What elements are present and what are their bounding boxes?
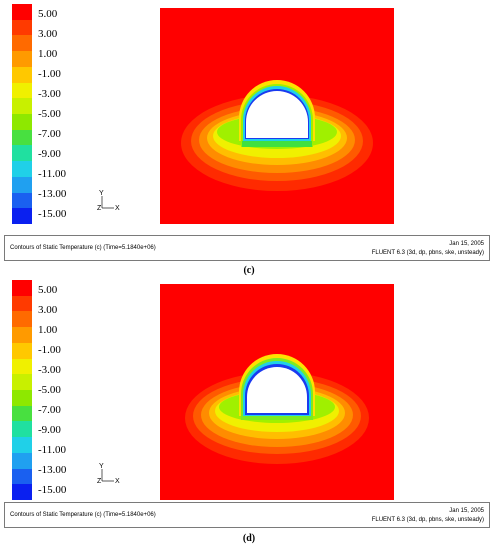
colorbar-tick-label: -5.00 xyxy=(38,384,61,396)
colorbar-swatch xyxy=(12,82,32,99)
panel-caption: (c) xyxy=(243,265,255,276)
colorbar-tick-label: 1.00 xyxy=(38,324,58,336)
axes-triad: Y Z X xyxy=(94,463,124,487)
colorbar-tick-label: 3.00 xyxy=(38,304,58,316)
colorbar-swatch xyxy=(12,405,32,422)
colorbar-swatch xyxy=(12,295,32,312)
axis-x-label: X xyxy=(115,478,120,485)
colorbar-swatch xyxy=(12,19,32,36)
colorbar-swatch xyxy=(12,114,32,131)
colorbar-swatch xyxy=(12,4,32,21)
colorbar-tick-label: 5.00 xyxy=(38,8,58,20)
colorbar-tick-label: -1.00 xyxy=(38,68,61,80)
temperature-colorbar xyxy=(12,280,32,501)
colorbar-swatch xyxy=(12,468,32,485)
colorbar-swatch xyxy=(12,452,32,470)
axis-y-label: Y xyxy=(99,190,104,197)
axis-x-label: X xyxy=(115,205,120,212)
colorbar-tick-label: -3.00 xyxy=(38,364,61,376)
temperature-contour-plot xyxy=(160,8,394,224)
panel-caption: (d) xyxy=(242,533,256,544)
colorbar-swatch xyxy=(12,327,32,344)
colorbar-tick-label: -1.00 xyxy=(38,344,61,356)
colorbar-swatch xyxy=(12,161,32,178)
colorbar-swatch xyxy=(12,484,32,501)
colorbar-tick-label: -15.00 xyxy=(38,208,67,220)
footer-solver: FLUENT 6.3 (3d, dp, pbns, ske, unsteady) xyxy=(371,250,484,256)
footer-solver: FLUENT 6.3 (3d, dp, pbns, ske, unsteady) xyxy=(371,517,484,523)
axes-triad: Y Z X xyxy=(94,190,124,214)
colorbar-swatch xyxy=(12,98,32,115)
colorbar-swatch xyxy=(12,51,32,68)
colorbar-swatch xyxy=(12,342,32,360)
colorbar-tick-label: -11.00 xyxy=(38,444,67,456)
colorbar-tick-label: 3.00 xyxy=(38,28,58,40)
colorbar-swatch xyxy=(12,35,32,52)
plot-footer: Contours of Static Temperature (c) (Time… xyxy=(4,235,490,261)
colorbar-swatch xyxy=(12,145,32,162)
colorbar-tick-label: 1.00 xyxy=(38,48,58,60)
colorbar-tick-label: -13.00 xyxy=(38,464,67,476)
footer-title: Contours of Static Temperature (c) (Time… xyxy=(10,512,156,518)
colorbar-swatch xyxy=(12,374,32,391)
colorbar-swatch xyxy=(12,129,32,146)
colorbar-tick-label: 5.00 xyxy=(38,284,58,296)
colorbar-tick-label: -3.00 xyxy=(38,88,61,100)
colorbar-swatch xyxy=(12,176,32,194)
axis-z-label: Z xyxy=(97,205,102,212)
colorbar-swatch xyxy=(12,66,32,84)
footer-title: Contours of Static Temperature (c) (Time… xyxy=(10,245,156,251)
plot-footer: Contours of Static Temperature (c) (Time… xyxy=(4,502,490,528)
footer-date: Jan 15, 2005 xyxy=(449,241,484,247)
colorbar-tick-label: -13.00 xyxy=(38,188,67,200)
colorbar-swatch xyxy=(12,280,32,297)
colorbar-tick-label: -7.00 xyxy=(38,128,61,140)
colorbar-swatch xyxy=(12,358,32,375)
footer-date: Jan 15, 2005 xyxy=(449,508,484,514)
temperature-colorbar xyxy=(12,4,32,225)
colorbar-tick-label: -11.00 xyxy=(38,168,67,180)
colorbar-swatch xyxy=(12,390,32,407)
colorbar-tick-label: -9.00 xyxy=(38,424,61,436)
colorbar-swatch xyxy=(12,311,32,328)
axis-y-label: Y xyxy=(99,463,104,470)
colorbar-swatch xyxy=(12,192,32,209)
colorbar-tick-label: -7.00 xyxy=(38,404,61,416)
colorbar-tick-label: -5.00 xyxy=(38,108,61,120)
colorbar-tick-label: -15.00 xyxy=(38,484,67,496)
colorbar-swatch xyxy=(12,437,32,454)
colorbar-swatch xyxy=(12,208,32,225)
axis-z-label: Z xyxy=(97,478,102,485)
temperature-contour-plot xyxy=(160,284,394,500)
colorbar-tick-label: -9.00 xyxy=(38,148,61,160)
colorbar-swatch xyxy=(12,421,32,438)
